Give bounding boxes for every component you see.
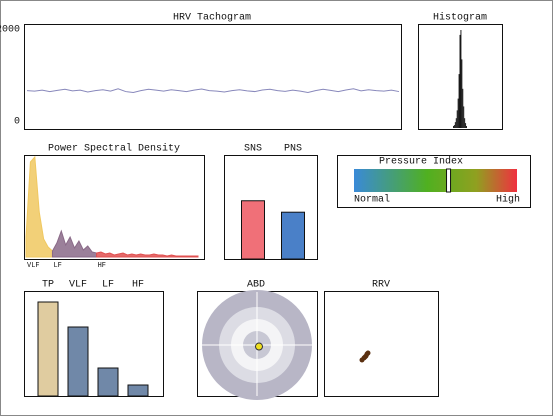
category-label: TP <box>42 280 54 291</box>
panel-title: ABD <box>247 280 265 291</box>
gauge-min-label: Normal <box>354 194 390 206</box>
bar <box>37 301 59 397</box>
y-tick-label: 0 <box>14 117 20 128</box>
panel-title: Power Spectral Density <box>48 143 180 155</box>
area-series <box>51 229 98 258</box>
area-series <box>96 251 199 258</box>
band-label: LF <box>53 262 61 270</box>
hist-bar <box>453 126 454 128</box>
band-label: VLF <box>27 262 40 270</box>
band-label: HF <box>98 262 106 270</box>
panel-title: Pressure Index <box>379 156 463 168</box>
bar <box>67 326 89 397</box>
category-label: PNS <box>284 144 302 155</box>
hist-bar <box>458 74 460 128</box>
hist-bar <box>453 125 455 128</box>
bar <box>97 367 119 397</box>
panel-title: HRV Tachogram <box>173 12 251 24</box>
bar <box>281 211 305 260</box>
gauge-marker <box>446 168 452 193</box>
target-point <box>255 342 263 351</box>
hist-bar <box>457 98 459 128</box>
hist-bar <box>459 34 461 128</box>
hist-bar <box>455 118 457 128</box>
panel-title: RRV <box>372 280 390 291</box>
category-label: HF <box>132 280 144 291</box>
line-series <box>26 88 400 93</box>
hist-bar <box>456 110 458 128</box>
hist-bar <box>465 123 467 128</box>
panel <box>24 24 402 130</box>
scatter-point <box>365 350 371 356</box>
hist-bar <box>460 30 462 128</box>
panel-title: Histogram <box>433 12 487 24</box>
hist-bar <box>464 118 466 128</box>
panel <box>24 155 205 260</box>
y-tick-label: 2000 <box>0 25 20 36</box>
hist-bar <box>462 88 464 128</box>
bar <box>127 384 149 397</box>
hist-bar <box>463 106 465 128</box>
hist-bar <box>461 59 463 128</box>
category-label: LF <box>102 280 114 291</box>
hist-bar <box>454 122 456 128</box>
category-label: VLF <box>69 280 87 291</box>
panel <box>324 291 439 397</box>
bar <box>241 200 265 260</box>
category-label: SNS <box>244 144 262 155</box>
gauge-max-label: High <box>496 194 520 206</box>
gauge-scale <box>354 169 517 192</box>
hist-bar <box>466 126 467 128</box>
